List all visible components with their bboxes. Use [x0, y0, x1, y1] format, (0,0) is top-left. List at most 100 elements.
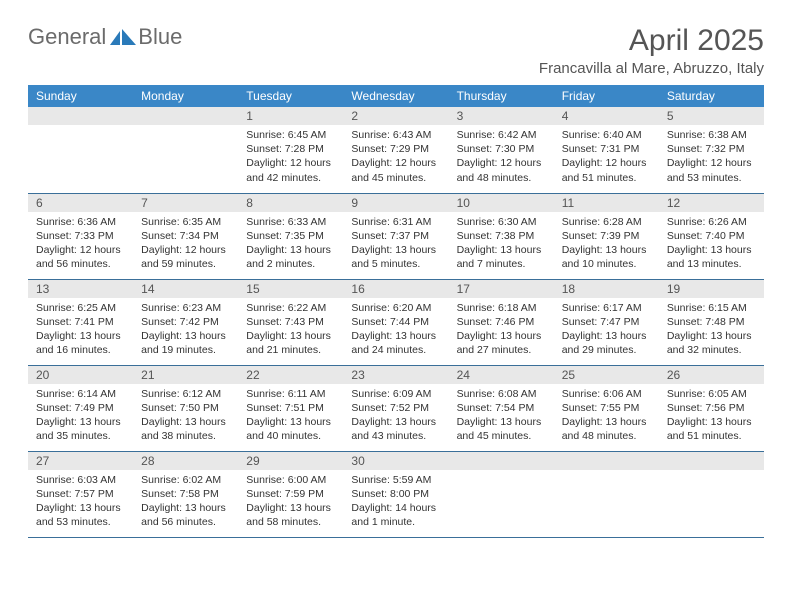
- day-details: Sunrise: 6:22 AMSunset: 7:43 PMDaylight:…: [238, 298, 343, 362]
- daylight-text: Daylight: 13 hours and 45 minutes.: [457, 415, 546, 443]
- sunrise-text: Sunrise: 6:09 AM: [351, 387, 440, 401]
- calendar-cell: 2Sunrise: 6:43 AMSunset: 7:29 PMDaylight…: [343, 107, 448, 193]
- sunset-text: Sunset: 7:35 PM: [246, 229, 335, 243]
- daylight-text: Daylight: 14 hours and 1 minute.: [351, 501, 440, 529]
- day-number: 29: [238, 452, 343, 470]
- logo: General Blue: [28, 24, 182, 50]
- sunset-text: Sunset: 7:57 PM: [36, 487, 125, 501]
- day-number: 12: [659, 194, 764, 212]
- day-details: Sunrise: 6:09 AMSunset: 7:52 PMDaylight:…: [343, 384, 448, 448]
- day-number: 2: [343, 107, 448, 125]
- calendar-cell: 10Sunrise: 6:30 AMSunset: 7:38 PMDayligh…: [449, 193, 554, 279]
- day-number: 8: [238, 194, 343, 212]
- sunrise-text: Sunrise: 6:33 AM: [246, 215, 335, 229]
- day-number: 11: [554, 194, 659, 212]
- sunset-text: Sunset: 7:56 PM: [667, 401, 756, 415]
- calendar-week-row: 1Sunrise: 6:45 AMSunset: 7:28 PMDaylight…: [28, 107, 764, 193]
- daylight-text: Daylight: 13 hours and 43 minutes.: [351, 415, 440, 443]
- daylight-text: Daylight: 13 hours and 32 minutes.: [667, 329, 756, 357]
- day-number: 15: [238, 280, 343, 298]
- day-details: [554, 470, 659, 477]
- daylight-text: Daylight: 13 hours and 2 minutes.: [246, 243, 335, 271]
- day-number: 10: [449, 194, 554, 212]
- daylight-text: Daylight: 13 hours and 5 minutes.: [351, 243, 440, 271]
- calendar-cell: 13Sunrise: 6:25 AMSunset: 7:41 PMDayligh…: [28, 279, 133, 365]
- calendar-cell: [28, 107, 133, 193]
- calendar-cell: [133, 107, 238, 193]
- day-details: Sunrise: 6:26 AMSunset: 7:40 PMDaylight:…: [659, 212, 764, 276]
- day-number: 6: [28, 194, 133, 212]
- sunrise-text: Sunrise: 6:02 AM: [141, 473, 230, 487]
- calendar-cell: 9Sunrise: 6:31 AMSunset: 7:37 PMDaylight…: [343, 193, 448, 279]
- sunrise-text: Sunrise: 6:22 AM: [246, 301, 335, 315]
- calendar-page: General Blue April 2025 Francavilla al M…: [0, 0, 792, 562]
- sunset-text: Sunset: 7:44 PM: [351, 315, 440, 329]
- day-number: 21: [133, 366, 238, 384]
- logo-text-general: General: [28, 24, 106, 50]
- calendar-cell: 1Sunrise: 6:45 AMSunset: 7:28 PMDaylight…: [238, 107, 343, 193]
- sunset-text: Sunset: 7:41 PM: [36, 315, 125, 329]
- day-number: 27: [28, 452, 133, 470]
- day-details: Sunrise: 6:12 AMSunset: 7:50 PMDaylight:…: [133, 384, 238, 448]
- day-details: Sunrise: 6:17 AMSunset: 7:47 PMDaylight:…: [554, 298, 659, 362]
- day-number: 24: [449, 366, 554, 384]
- day-details: [449, 470, 554, 477]
- sunrise-text: Sunrise: 6:05 AM: [667, 387, 756, 401]
- calendar-cell: 17Sunrise: 6:18 AMSunset: 7:46 PMDayligh…: [449, 279, 554, 365]
- day-number: 4: [554, 107, 659, 125]
- calendar-cell: 12Sunrise: 6:26 AMSunset: 7:40 PMDayligh…: [659, 193, 764, 279]
- sunset-text: Sunset: 7:42 PM: [141, 315, 230, 329]
- sunset-text: Sunset: 7:58 PM: [141, 487, 230, 501]
- sunset-text: Sunset: 7:28 PM: [246, 142, 335, 156]
- calendar-cell: 26Sunrise: 6:05 AMSunset: 7:56 PMDayligh…: [659, 365, 764, 451]
- calendar-cell: 23Sunrise: 6:09 AMSunset: 7:52 PMDayligh…: [343, 365, 448, 451]
- calendar-cell: 8 Sunrise: 6:33 AMSunset: 7:35 PMDaylight…: [238, 193, 343, 279]
- weekday-header: Wednesday: [343, 85, 448, 107]
- calendar-cell: 29Sunrise: 6:00 AMSunset: 7:59 PMDayligh…: [238, 451, 343, 537]
- sunset-text: Sunset: 7:33 PM: [36, 229, 125, 243]
- calendar-cell: 4Sunrise: 6:40 AMSunset: 7:31 PMDaylight…: [554, 107, 659, 193]
- daylight-text: Daylight: 13 hours and 13 minutes.: [667, 243, 756, 271]
- daylight-text: Daylight: 13 hours and 24 minutes.: [351, 329, 440, 357]
- sunset-text: Sunset: 7:46 PM: [457, 315, 546, 329]
- sunset-text: Sunset: 7:47 PM: [562, 315, 651, 329]
- sunrise-text: Sunrise: 6:06 AM: [562, 387, 651, 401]
- calendar-cell: [449, 451, 554, 537]
- daylight-text: Daylight: 13 hours and 19 minutes.: [141, 329, 230, 357]
- weekday-header: Sunday: [28, 85, 133, 107]
- sunrise-text: Sunrise: 6:20 AM: [351, 301, 440, 315]
- day-details: [659, 470, 764, 477]
- sunset-text: Sunset: 7:48 PM: [667, 315, 756, 329]
- day-number: [554, 452, 659, 470]
- calendar-week-row: 27Sunrise: 6:03 AMSunset: 7:57 PMDayligh…: [28, 451, 764, 537]
- sunrise-text: Sunrise: 6:42 AM: [457, 128, 546, 142]
- sunset-text: Sunset: 8:00 PM: [351, 487, 440, 501]
- daylight-text: Daylight: 13 hours and 21 minutes.: [246, 329, 335, 357]
- title-block: April 2025 Francavilla al Mare, Abruzzo,…: [539, 24, 764, 77]
- calendar-cell: 18Sunrise: 6:17 AMSunset: 7:47 PMDayligh…: [554, 279, 659, 365]
- sunrise-text: Sunrise: 6:00 AM: [246, 473, 335, 487]
- calendar-cell: 21Sunrise: 6:12 AMSunset: 7:50 PMDayligh…: [133, 365, 238, 451]
- calendar-cell: 5Sunrise: 6:38 AMSunset: 7:32 PMDaylight…: [659, 107, 764, 193]
- day-number: 5: [659, 107, 764, 125]
- sunset-text: Sunset: 7:49 PM: [36, 401, 125, 415]
- day-details: Sunrise: 6:31 AMSunset: 7:37 PMDaylight:…: [343, 212, 448, 276]
- daylight-text: Daylight: 12 hours and 56 minutes.: [36, 243, 125, 271]
- calendar-cell: [554, 451, 659, 537]
- sunset-text: Sunset: 7:50 PM: [141, 401, 230, 415]
- daylight-text: Daylight: 13 hours and 35 minutes.: [36, 415, 125, 443]
- day-number: 7: [133, 194, 238, 212]
- sunset-text: Sunset: 7:30 PM: [457, 142, 546, 156]
- calendar-cell: 11Sunrise: 6:28 AMSunset: 7:39 PMDayligh…: [554, 193, 659, 279]
- daylight-text: Daylight: 13 hours and 58 minutes.: [246, 501, 335, 529]
- calendar-header-row: SundayMondayTuesdayWednesdayThursdayFrid…: [28, 85, 764, 107]
- daylight-text: Daylight: 13 hours and 56 minutes.: [141, 501, 230, 529]
- location-subtitle: Francavilla al Mare, Abruzzo, Italy: [539, 60, 764, 77]
- day-details: Sunrise: 6:20 AMSunset: 7:44 PMDaylight:…: [343, 298, 448, 362]
- day-number: 30: [343, 452, 448, 470]
- day-number: 16: [343, 280, 448, 298]
- calendar-table: SundayMondayTuesdayWednesdayThursdayFrid…: [28, 85, 764, 538]
- calendar-cell: 7Sunrise: 6:35 AMSunset: 7:34 PMDaylight…: [133, 193, 238, 279]
- page-header: General Blue April 2025 Francavilla al M…: [28, 24, 764, 77]
- day-details: Sunrise: 5:59 AMSunset: 8:00 PMDaylight:…: [343, 470, 448, 534]
